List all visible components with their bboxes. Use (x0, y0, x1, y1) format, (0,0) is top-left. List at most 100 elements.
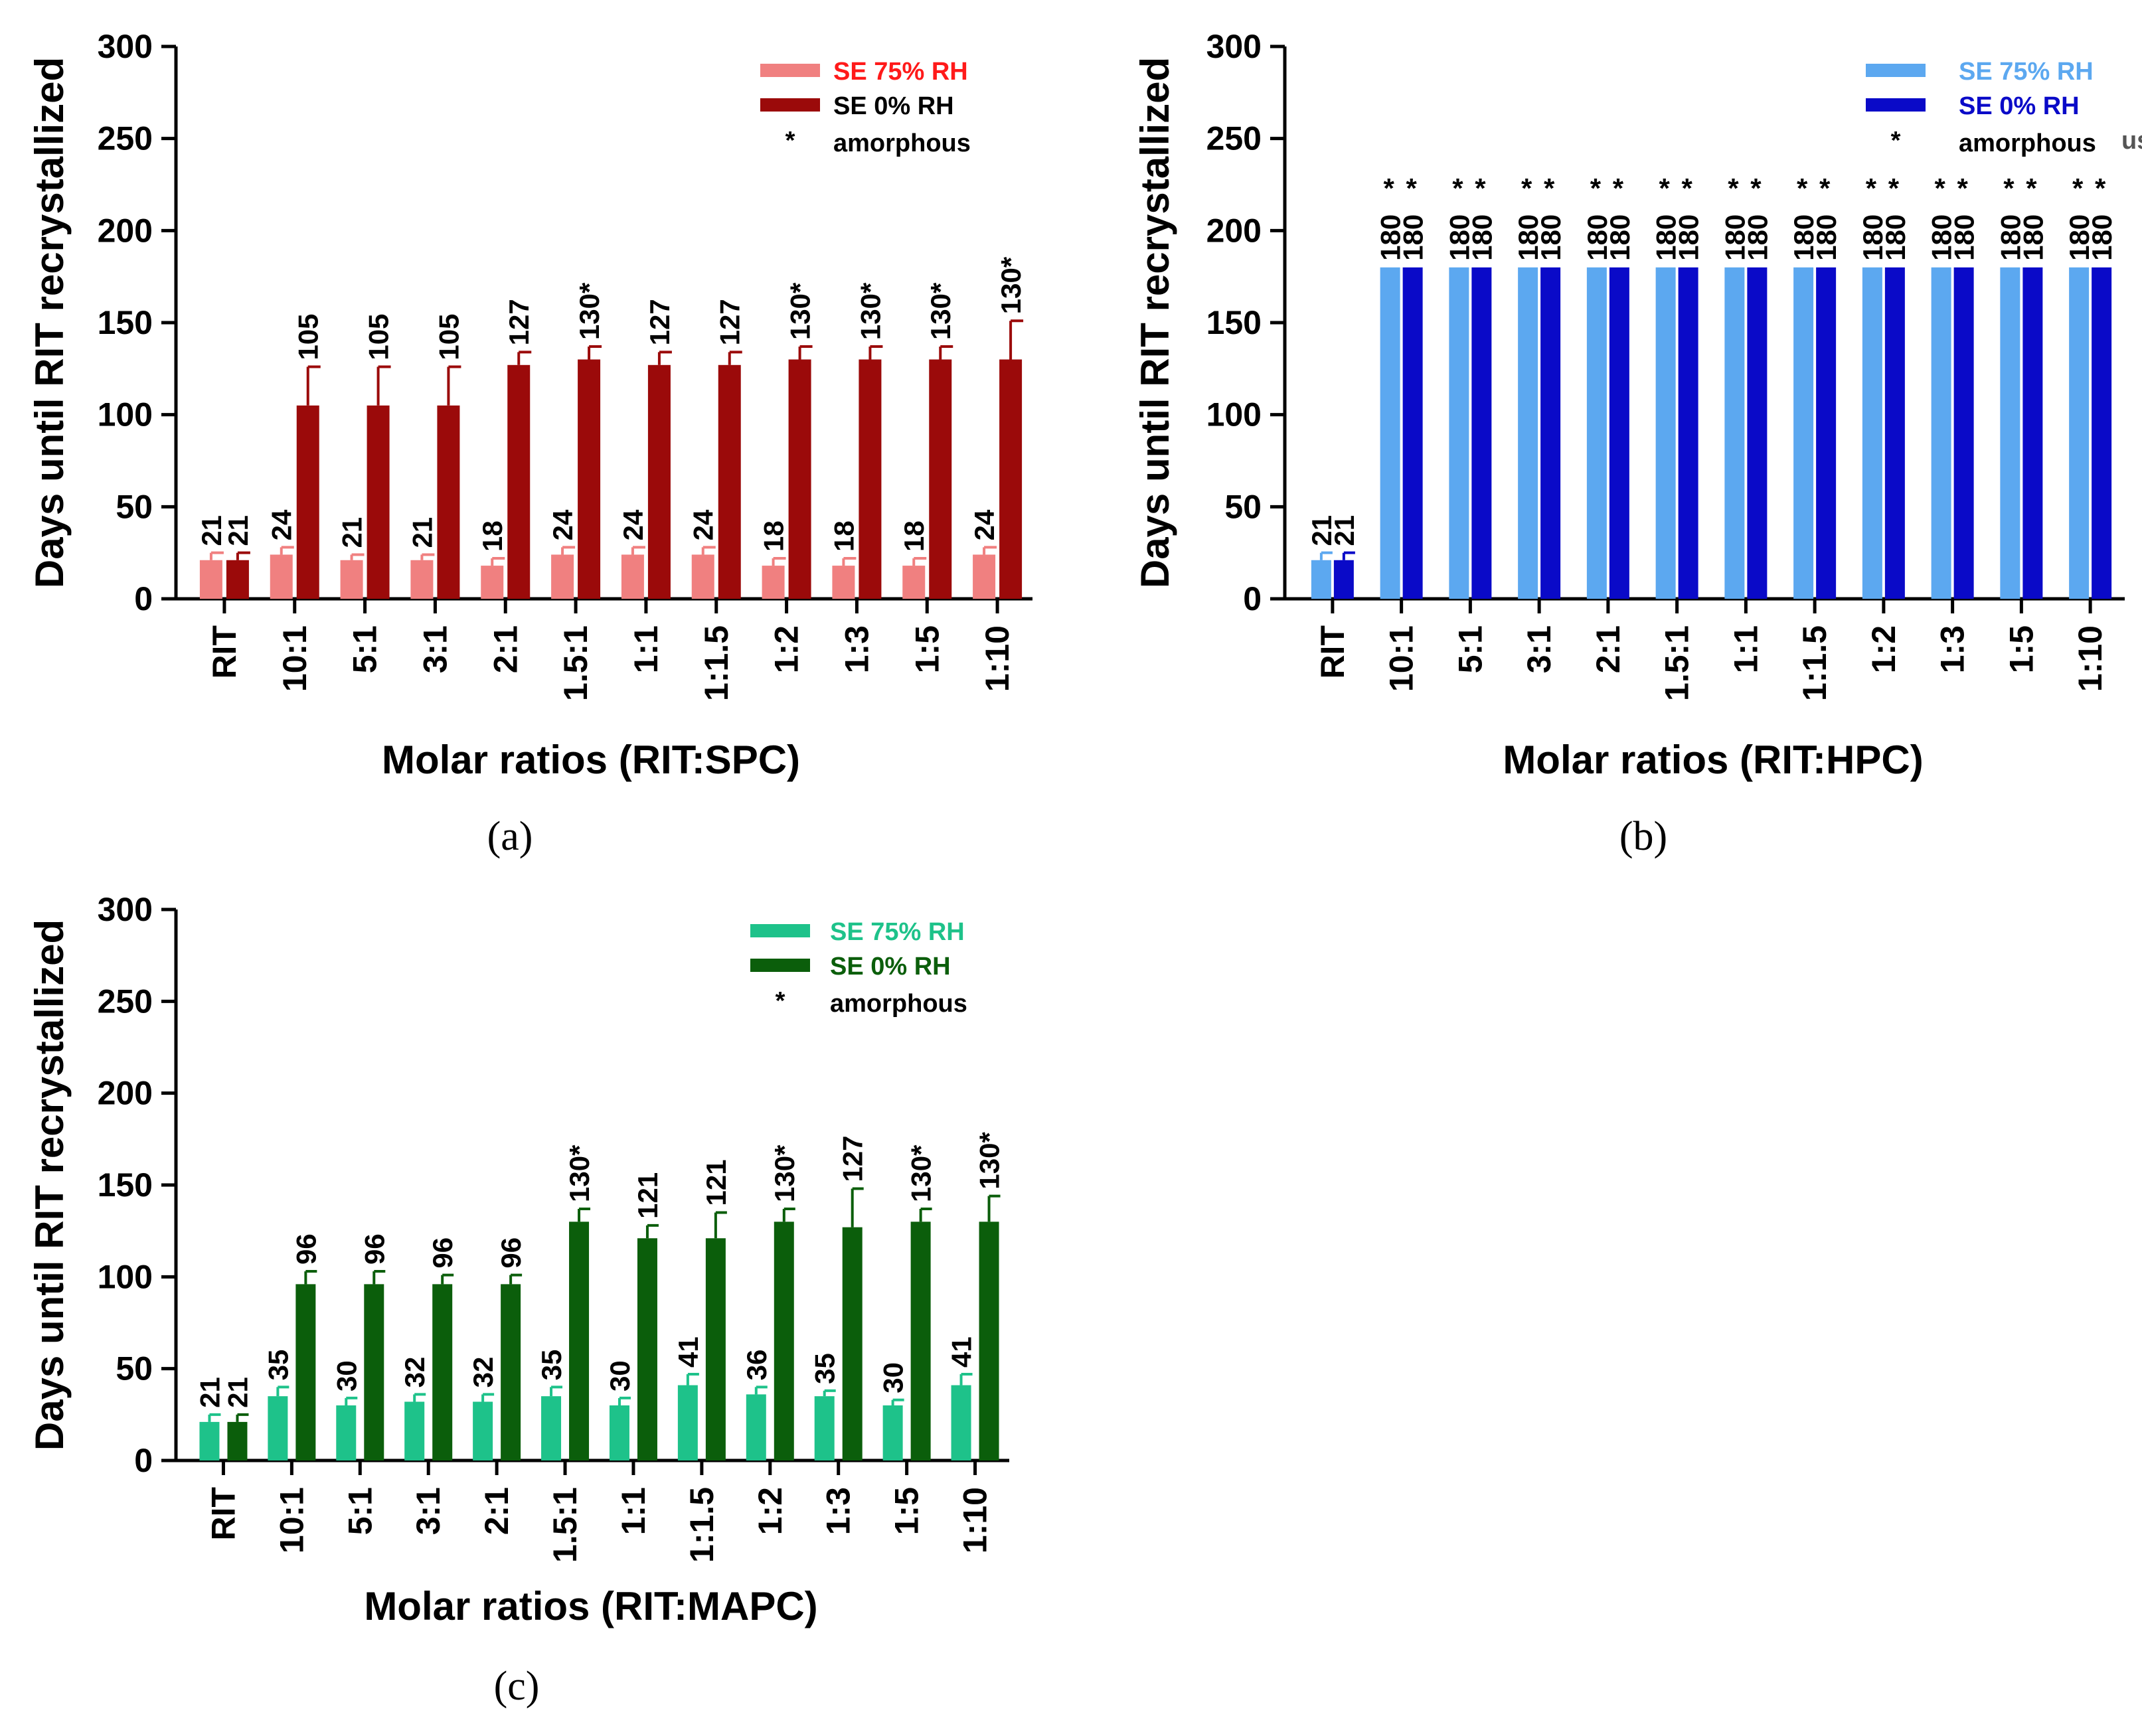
data-label: 21 (337, 517, 368, 548)
bar (2069, 267, 2090, 599)
y-tick-label: 150 (1206, 304, 1262, 341)
data-label: 36 (741, 1350, 772, 1381)
bar (432, 1284, 453, 1460)
data-label: 18 (828, 520, 859, 552)
x-tick-label: 2:1 (487, 625, 524, 673)
bar (814, 1396, 835, 1460)
bar (1540, 267, 1561, 599)
bar (1655, 267, 1676, 599)
y-axis-title: Days until RIT recrystallized (27, 57, 72, 588)
legend-swatch (750, 924, 810, 937)
x-tick-label: 1:1 (1727, 625, 1764, 673)
data-label: 105 (293, 313, 324, 360)
y-tick-label: 300 (1206, 28, 1262, 65)
data-label: 24 (547, 509, 578, 540)
chart-panel-b: 0 50 100 150 200 250 300 Days until RIT recryst… (1133, 28, 2142, 859)
bar (842, 1227, 863, 1460)
data-label: 180 (1604, 214, 1635, 261)
data-label: 180 (1673, 214, 1704, 261)
data-label: 35 (536, 1350, 567, 1381)
amorphous-marker: * (1819, 173, 1831, 204)
data-label: 24 (266, 509, 297, 540)
bar (578, 359, 601, 599)
data-label: 180 (1466, 214, 1497, 261)
legend-swatch (750, 959, 810, 972)
bar (637, 1238, 657, 1460)
amorphous-marker: * (1866, 173, 1877, 204)
y-tick-label: 250 (1206, 120, 1262, 157)
data-label: 180 (1811, 214, 1842, 261)
data-label: 127 (837, 1135, 868, 1182)
y-tick-label: 50 (1224, 488, 1262, 525)
data-label: 180 (1582, 214, 1613, 261)
amorphous-marker: * (1728, 173, 1739, 204)
bar (1724, 267, 1745, 599)
y-tick-label: 50 (116, 488, 153, 525)
x-tick-label: RIT (205, 1487, 242, 1541)
bar (746, 1394, 766, 1460)
amorphous-marker: * (1934, 173, 1945, 204)
legend: SE 75% RH SE 0% RH * amorphous (750, 918, 967, 1018)
bar (227, 1421, 248, 1460)
bar (1586, 267, 1607, 599)
x-tick-label: 5:1 (1451, 625, 1489, 673)
bar (705, 1238, 726, 1460)
x-tick-label: RIT (206, 625, 243, 679)
y-tick-label: 100 (1206, 396, 1262, 434)
x-tick-label: 3:1 (1521, 625, 1558, 673)
amorphous-marker: * (1406, 173, 1417, 204)
data-label: 180 (1742, 214, 1773, 261)
bar (882, 1405, 903, 1460)
x-tick-label: 3:1 (416, 625, 453, 673)
bar (1380, 267, 1400, 599)
legend: SE 75% RH SE 0% RH * amorphous us (1866, 58, 2142, 157)
bar (691, 554, 714, 599)
bar (1333, 560, 1354, 599)
bar (1931, 267, 1951, 599)
amorphous-marker: * (2095, 173, 2106, 204)
bar (551, 554, 574, 599)
x-tick-label: RIT (1314, 625, 1351, 679)
chart-panel-c: 0 50 100 150 200 250 300 Days until RIT recryst… (27, 891, 1009, 1709)
y-tick-label: 0 (134, 1442, 153, 1479)
data-label: 18 (758, 520, 789, 552)
data-label: 96 (359, 1233, 390, 1265)
data-label: 121 (632, 1172, 663, 1219)
x-tick-label: 1:10 (979, 625, 1016, 692)
legend-label: SE 75% RH (833, 58, 968, 86)
amorphous-marker: * (1475, 173, 1486, 204)
x-tick-label: 1:3 (1934, 625, 1971, 673)
y-tick-label: 200 (98, 212, 153, 249)
bar (774, 1222, 794, 1460)
bar (437, 405, 460, 599)
bar (199, 560, 222, 599)
amorphous-marker: * (1888, 173, 1900, 204)
bar (609, 1405, 629, 1460)
bar (1402, 267, 1423, 599)
x-tick-label: 10:1 (1383, 625, 1420, 692)
legend-swatch (1866, 98, 1926, 112)
x-tick-label: 1:2 (1865, 625, 1902, 673)
data-label: 24 (969, 509, 1000, 540)
amorphous-marker: * (1681, 173, 1692, 204)
amorphous-marker: * (1590, 173, 1602, 204)
amorphous-marker: * (1452, 173, 1463, 204)
data-label: 32 (399, 1357, 430, 1388)
panel-label: (b) (1619, 814, 1667, 859)
x-tick-label: 1:5 (888, 1487, 926, 1535)
x-tick-label: 1:10 (957, 1487, 994, 1553)
legend-note: amorphous (833, 129, 971, 157)
data-label: 32 (467, 1357, 499, 1388)
bar (1311, 560, 1331, 599)
x-tick-label: 1:3 (820, 1487, 857, 1535)
data-label: 30 (604, 1360, 635, 1391)
legend-label: SE 0% RH (830, 953, 951, 981)
data-label: 130* (925, 282, 956, 340)
x-tick-label: 1:1.5 (683, 1487, 720, 1563)
bar (2022, 267, 2043, 599)
data-label: 18 (477, 520, 508, 552)
x-tick-label: 1:3 (838, 625, 875, 673)
bar (647, 364, 671, 599)
y-tick-label: 200 (98, 1075, 153, 1112)
amorphous-marker: * (2026, 173, 2037, 204)
